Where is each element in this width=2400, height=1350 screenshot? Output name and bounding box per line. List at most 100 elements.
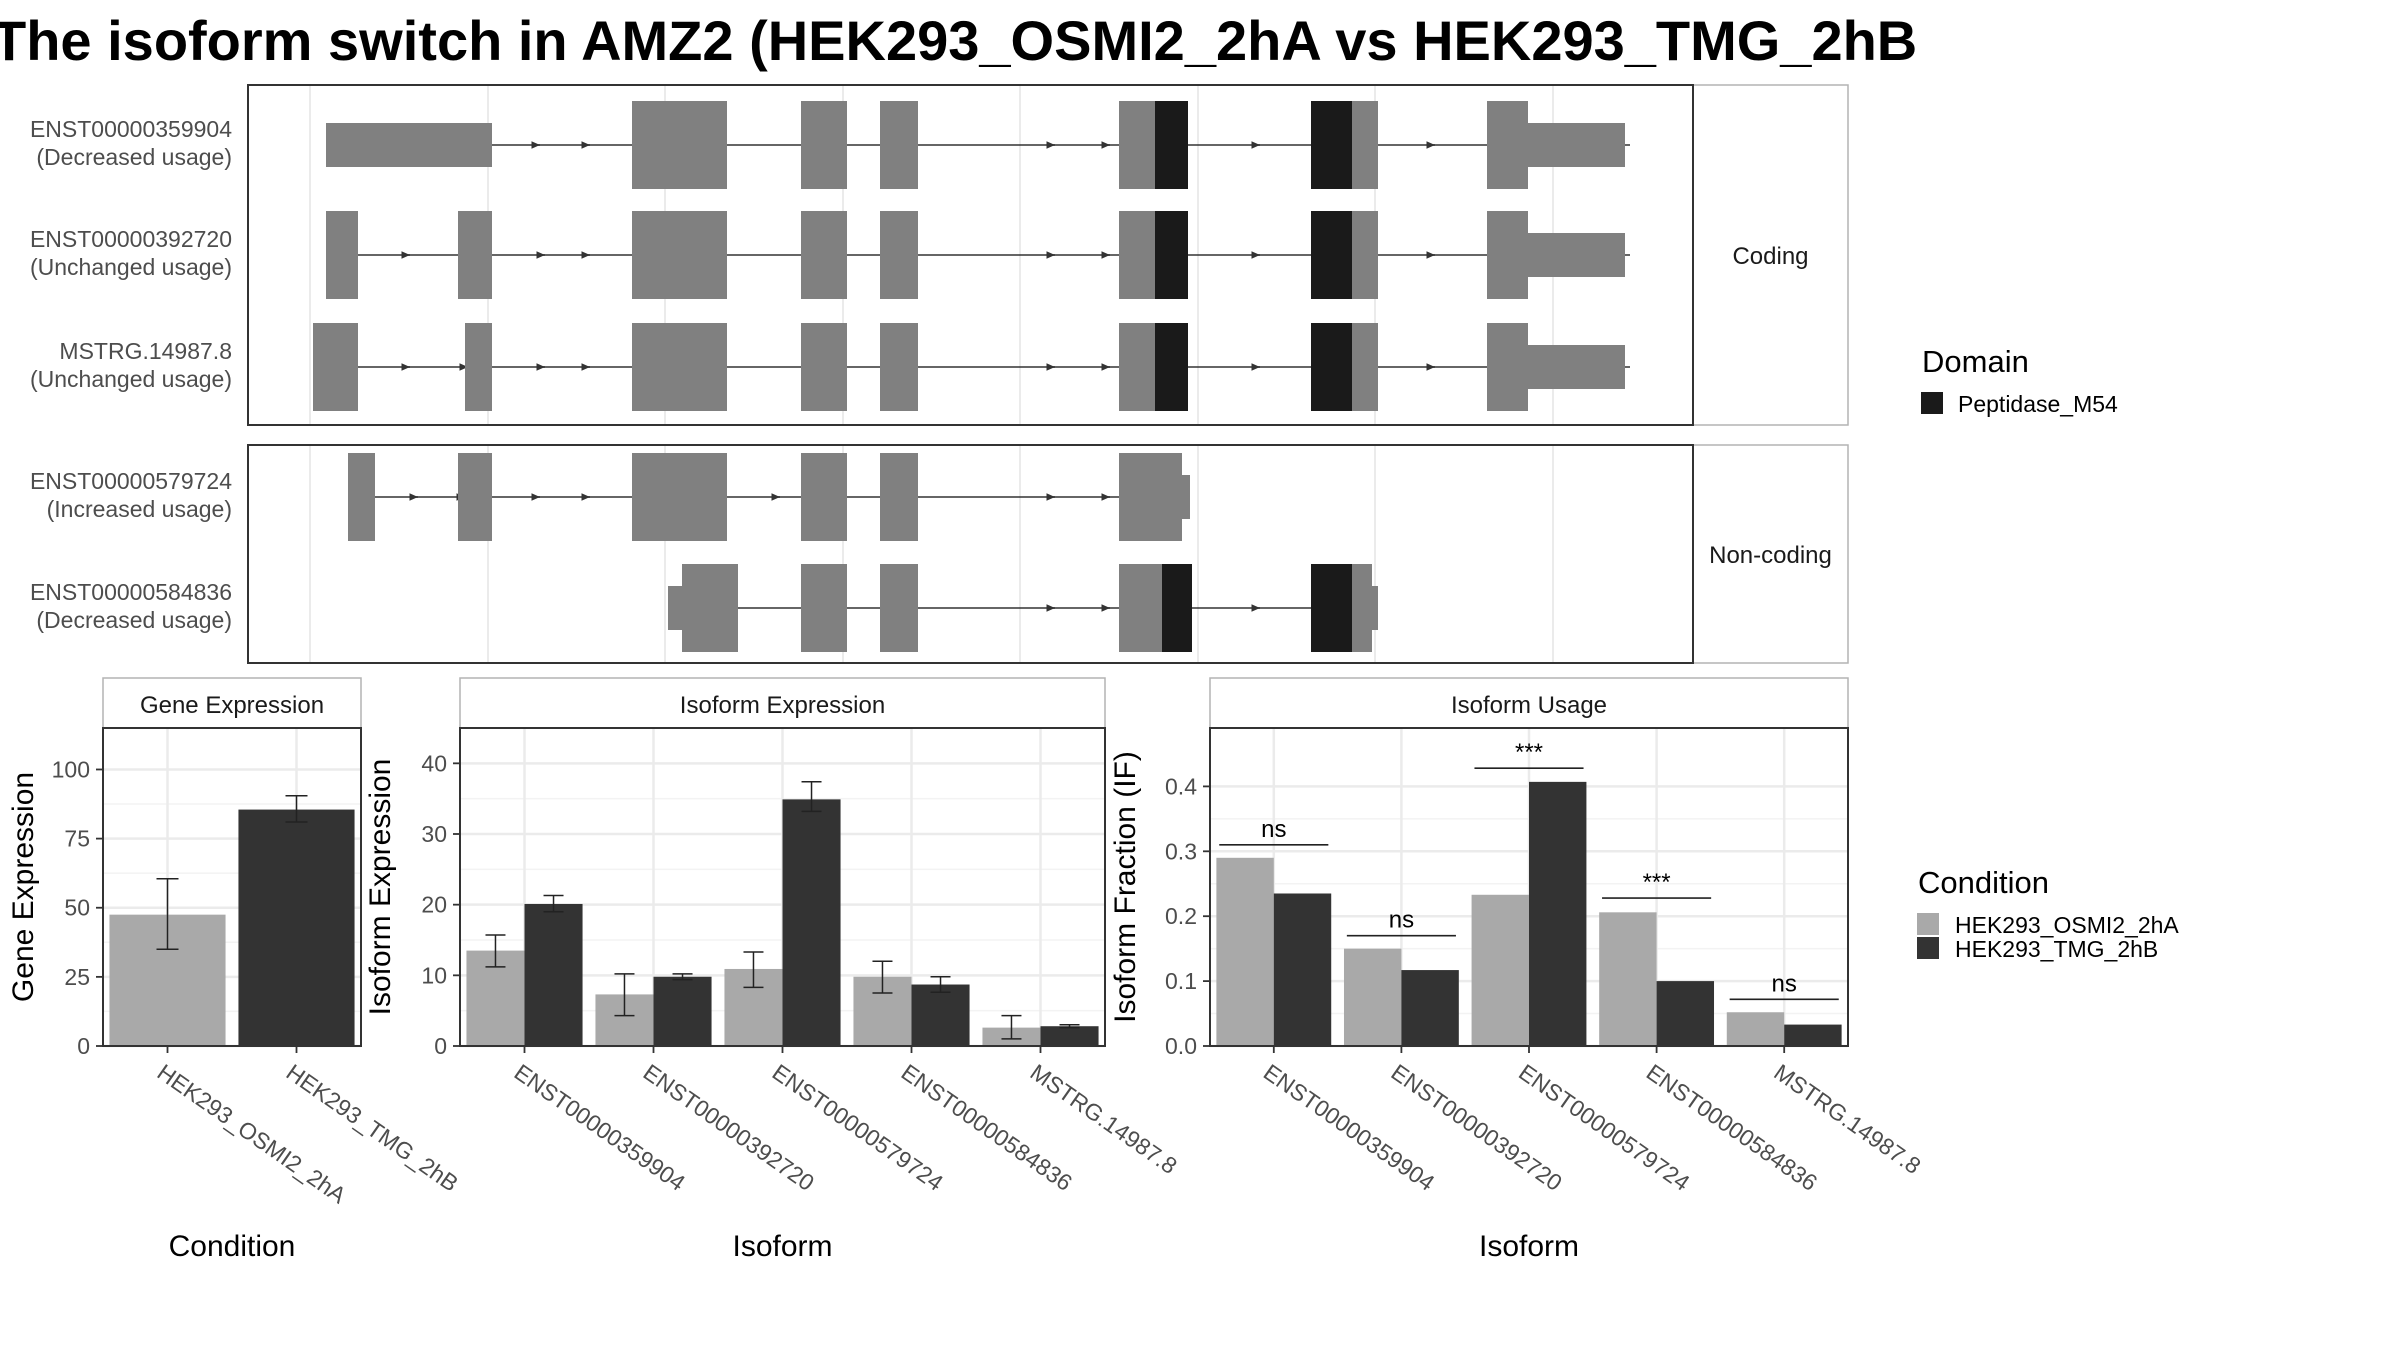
chart-border (102, 727, 362, 1047)
exon-block (326, 123, 492, 167)
domain-block (1311, 323, 1352, 411)
bar-HEK293_TMG_2hB-MSTRG.14987.8 (1784, 1024, 1842, 1046)
exon-block (1372, 586, 1378, 630)
y-tick-label: 0.1 (1165, 968, 1197, 994)
isoform-label-ENST00000584836: ENST00000584836 (30, 579, 232, 605)
bar-HEK293_TMG_2hB-ENST00000579724 (1529, 781, 1587, 1046)
chart-strip (1209, 677, 1849, 729)
transcript-MSTRG.14987.8 (313, 323, 1630, 411)
exon-block (1119, 323, 1155, 411)
isoform-usage-label-ENST00000579724: (Increased usage) (47, 496, 232, 522)
bar-HEK293_OSMI2_2hA-ENST00000359904 (1216, 857, 1274, 1046)
chart-2: Isoform Expression010203040ENST000003599… (364, 677, 1182, 1263)
bar-HEK293_TMG_2hB-MSTRG.14987.8 (1040, 1026, 1099, 1046)
isoform-usage-label-ENST00000584836: (Decreased usage) (36, 607, 232, 633)
structure-panel-border-1 (247, 84, 1694, 426)
expression-charts: Gene Expression0255075100HEK293_OSMI2_2h… (7, 677, 1926, 1263)
bar-HEK293_TMG_2hB-ENST00000359904 (524, 903, 583, 1046)
exon-block (1352, 101, 1378, 189)
exon-block (880, 564, 918, 652)
domain-block (1155, 211, 1188, 299)
significance-label: ns (1772, 970, 1797, 997)
exon-block (801, 323, 847, 411)
exon-block (880, 453, 918, 541)
exon-block (632, 323, 727, 411)
isoform-structure-panel: CodingNon-codingENST00000359904(Decrease… (30, 84, 1849, 664)
bar-HEK293_TMG_2hB-ENST00000359904 (1273, 893, 1332, 1046)
structure-strip-1 (1692, 84, 1849, 426)
isoform-label-ENST00000579724: ENST00000579724 (30, 468, 232, 494)
exon-block (632, 453, 727, 541)
domain-legend-title: Domain (1922, 344, 2029, 379)
exon-block (801, 211, 847, 299)
y-tick-label: 40 (421, 750, 447, 776)
exon-block (458, 211, 492, 299)
exon-block (1182, 475, 1190, 519)
y-tick-label: 0.4 (1165, 773, 1197, 799)
bar-HEK293_TMG_2hB (238, 809, 355, 1046)
exon-block (801, 101, 847, 189)
exon-block (1352, 564, 1372, 652)
isoform-label-ENST00000359904: ENST00000359904 (30, 116, 232, 142)
exon-block (465, 323, 492, 411)
domain-block (1162, 564, 1192, 652)
isoform-usage-label-MSTRG.14987.8: (Unchanged usage) (30, 366, 232, 392)
y-tick-label: 100 (52, 756, 90, 782)
transcript-ENST00000392720 (326, 211, 1630, 299)
exon-block (458, 453, 492, 541)
chart-title: The isoform switch in AMZ2 (HEK293_OSMI2… (0, 9, 1918, 72)
domain-block (1155, 323, 1188, 411)
significance-label: *** (1643, 869, 1671, 896)
exon-block (632, 101, 727, 189)
domain-block (1155, 101, 1188, 189)
exon-block (313, 323, 358, 411)
condition-legend-title: Condition (1918, 865, 2049, 900)
structure-group-label-2: Non-coding (1709, 542, 1832, 569)
bar-HEK293_TMG_2hB-ENST00000392720 (1401, 970, 1459, 1046)
domain-legend: Domain Peptidase_M54 (1921, 344, 2118, 417)
isoform-usage-label-ENST00000359904: (Decreased usage) (36, 144, 232, 170)
significance-label: ns (1389, 907, 1414, 934)
bar-HEK293_TMG_2hB-ENST00000392720 (653, 976, 712, 1046)
y-tick-label: 0 (77, 1033, 90, 1059)
exon-block (1528, 345, 1625, 389)
exon-block (1352, 323, 1378, 411)
exon-block (880, 323, 918, 411)
y-tick-label: 0 (434, 1033, 447, 1059)
structure-strip-2 (1692, 444, 1849, 664)
y-axis-label: Isoform Expression (364, 759, 397, 1016)
chart-3: Isoform Usage 0.0 0.1 0.2 0.3 0.4 ns ns *** *** ns… (1109, 677, 1926, 1263)
chart-panel-title: Gene Expression (140, 692, 324, 719)
exon-block (668, 586, 682, 630)
domain-legend-label: Peptidase_M54 (1958, 391, 2118, 417)
bar-HEK293_OSMI2_2hA-MSTRG.14987.8 (1726, 1012, 1785, 1046)
isoform-usage-label-ENST00000392720: (Unchanged usage) (30, 254, 232, 280)
y-tick-label: 10 (421, 962, 447, 988)
x-axis-label: Isoform (732, 1230, 832, 1263)
domain-block (1311, 211, 1352, 299)
y-axis-label: Gene Expression (7, 772, 40, 1002)
exon-block (1119, 564, 1162, 652)
y-tick-label: 25 (64, 964, 90, 990)
chart-panel-title: Isoform Expression (680, 692, 885, 719)
y-tick-label: 30 (421, 821, 447, 847)
condition-legend-key-1 (1917, 913, 1939, 935)
transcript-ENST00000579724 (348, 453, 1190, 541)
bar-HEK293_TMG_2hB-ENST00000584836 (911, 984, 970, 1046)
chart-strip (459, 677, 1106, 729)
domain-block (1311, 564, 1352, 652)
y-tick-label: 0.3 (1165, 838, 1197, 864)
y-tick-label: 75 (64, 826, 90, 852)
exon-block (1528, 123, 1625, 167)
y-axis-label: Isoform Fraction (IF) (1109, 751, 1142, 1023)
transcript-ENST00000359904 (326, 101, 1630, 189)
exon-block (1352, 211, 1378, 299)
isoform-label-MSTRG.14987.8: MSTRG.14987.8 (59, 338, 232, 364)
bar-HEK293_TMG_2hB-ENST00000584836 (1656, 981, 1715, 1046)
exon-block (682, 564, 738, 652)
exon-block (1528, 233, 1625, 277)
condition-legend-key-2 (1917, 937, 1939, 959)
bar-HEK293_TMG_2hB-ENST00000579724 (782, 799, 841, 1046)
exon-block (632, 211, 727, 299)
y-tick-label: 20 (421, 892, 447, 918)
